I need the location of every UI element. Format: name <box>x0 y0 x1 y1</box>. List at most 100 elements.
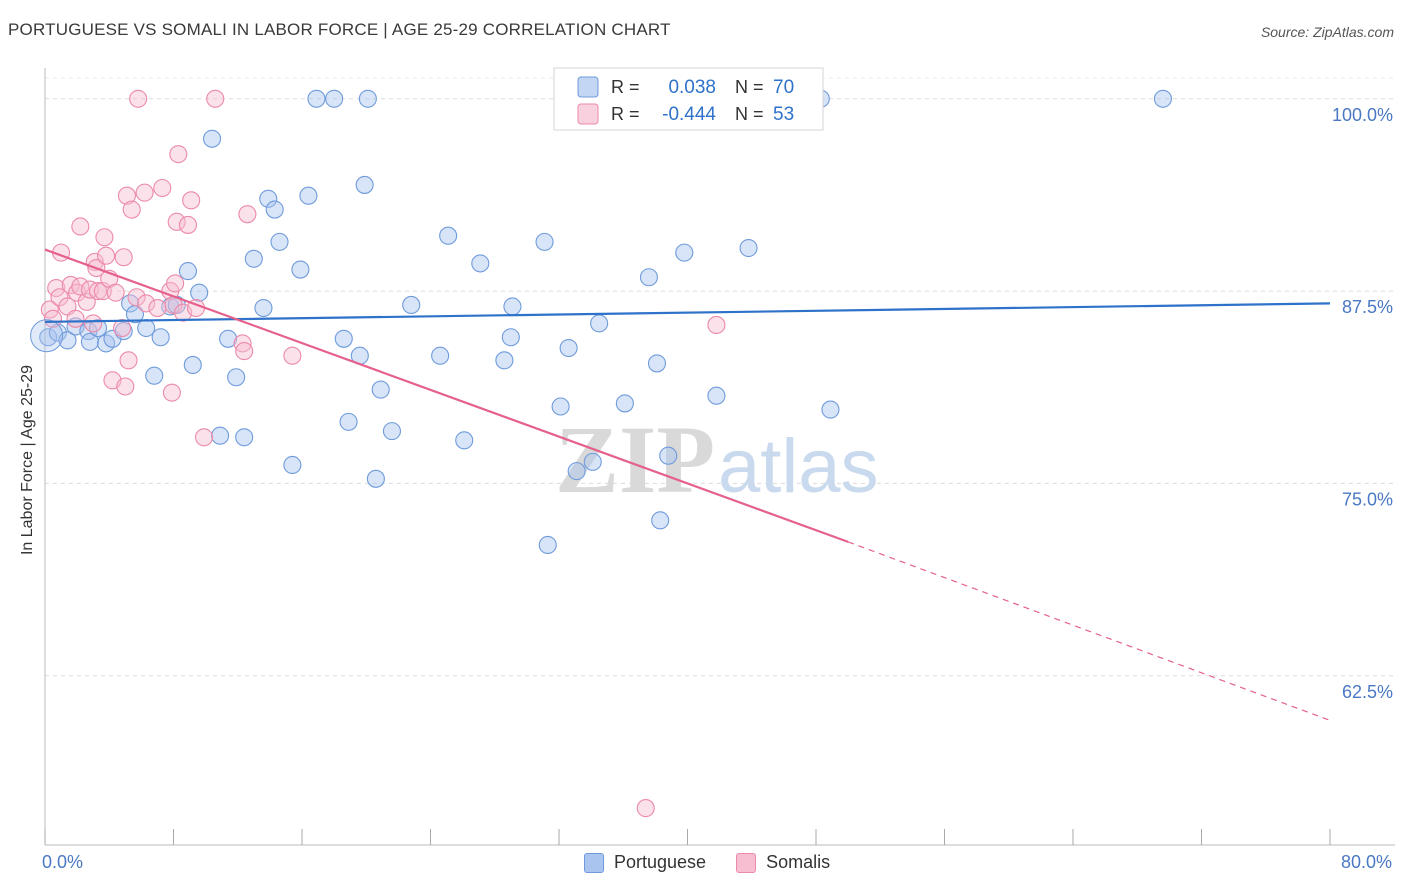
portuguese-point <box>471 254 490 273</box>
somalis-point <box>166 274 185 293</box>
chart-title: PORTUGUESE VS SOMALI IN LABOR FORCE | AG… <box>8 20 671 39</box>
somalis-point <box>707 315 726 334</box>
portuguese-point <box>339 412 358 431</box>
portuguese-point <box>259 189 278 208</box>
legend-top-box <box>553 67 824 131</box>
portuguese-point <box>178 262 198 281</box>
legend-label-portuguese: Portuguese <box>614 852 707 872</box>
watermark-atlas: atlas <box>718 424 879 509</box>
legend-item-portuguese[interactable]: Portuguese <box>584 852 706 873</box>
portuguese-point <box>211 426 230 445</box>
somalis-point <box>135 183 154 202</box>
somalis-point <box>127 288 146 307</box>
watermark-zip: ZIP <box>555 406 715 513</box>
somalis-point <box>71 277 90 296</box>
x-tick-label-min: 0.0% <box>42 852 84 872</box>
portuguese-point <box>371 380 390 399</box>
portuguese-point <box>1153 89 1172 108</box>
y-tick-label: 100.0% <box>1332 105 1393 125</box>
portuguese-point <box>307 89 326 108</box>
somalis-point <box>43 309 63 328</box>
portuguese-point <box>739 238 758 258</box>
portuguese-point <box>503 297 522 316</box>
portuguese-point <box>137 318 156 338</box>
legend-swatch-portuguese <box>584 852 604 873</box>
somalis-point <box>66 309 85 328</box>
legend-swatch-somalis <box>736 852 757 873</box>
y-tick-label: 87.5% <box>1342 297 1393 317</box>
y-tick-label: 75.0% <box>1342 489 1393 509</box>
somalis-point <box>114 248 133 267</box>
portuguese-point <box>58 331 77 350</box>
portuguese-point <box>190 283 209 302</box>
somalis-point <box>95 228 114 247</box>
somalis-point <box>117 186 136 205</box>
portuguese-point <box>402 295 421 314</box>
legend-item-somalis[interactable]: Somalis <box>736 852 830 873</box>
portuguese-point <box>283 455 302 475</box>
somalis-point <box>96 246 116 265</box>
portuguese-point-large <box>30 319 64 353</box>
portuguese-point <box>39 328 58 347</box>
somalis-point <box>148 298 167 318</box>
somalis-point <box>206 89 225 108</box>
portuguese-point <box>325 89 344 108</box>
somalis-point <box>283 346 302 365</box>
portuguese-point <box>590 314 609 333</box>
portuguese-point <box>675 243 694 262</box>
portuguese-point <box>535 232 554 251</box>
somalis-point <box>71 217 90 236</box>
portuguese-point <box>501 328 520 347</box>
somalis-point <box>153 178 172 198</box>
somalis-point <box>113 318 132 338</box>
portuguese-point <box>659 446 678 465</box>
somalis-point <box>106 283 125 302</box>
legend-n-label: N = <box>735 77 764 97</box>
somalis-trend-line <box>44 248 849 543</box>
portuguese-point <box>291 260 310 279</box>
legend-r-value: 0.038 <box>668 77 716 98</box>
somalis-point <box>88 282 108 301</box>
portuguese-point <box>821 400 840 419</box>
legend-label-somalis: Somalis <box>766 852 831 872</box>
portuguese-point <box>235 428 254 447</box>
portuguese-point <box>583 452 602 471</box>
legend-r-label: R = <box>611 77 640 97</box>
portuguese-point <box>355 175 374 194</box>
portuguese-point <box>639 268 659 287</box>
portuguese-point <box>647 354 667 373</box>
portuguese-point <box>538 535 557 555</box>
portuguese-point <box>651 511 670 530</box>
somalis-point <box>122 200 141 219</box>
legend-top-swatch <box>577 103 599 125</box>
portuguese-point <box>270 232 289 251</box>
portuguese-point <box>203 129 222 148</box>
x-tick-label-max: 80.0% <box>1340 852 1392 872</box>
legend-r-label: R = <box>611 104 640 124</box>
portuguese-point <box>254 298 273 318</box>
source-label: Source: ZipAtlas.com <box>1260 24 1394 40</box>
portuguese-point <box>80 332 100 351</box>
portuguese-trend-line <box>44 302 1331 323</box>
somalis-trend-line-extension <box>847 541 1331 721</box>
portuguese-point <box>114 322 133 341</box>
legend-n-value: 70 <box>773 77 794 98</box>
portuguese-point <box>455 431 474 450</box>
somalis-point <box>129 89 148 108</box>
portuguese-point <box>151 328 170 347</box>
portuguese-point <box>559 338 578 358</box>
somalis-point <box>194 428 214 447</box>
portuguese-point <box>219 329 238 348</box>
portuguese-point <box>495 351 514 370</box>
portuguese-point <box>366 469 385 488</box>
portuguese-point <box>183 355 202 375</box>
axes <box>44 68 1395 846</box>
legend-top-swatch <box>577 76 599 98</box>
portuguese-point <box>707 386 726 405</box>
portuguese-point <box>265 200 284 219</box>
somalis-point <box>84 314 103 333</box>
portuguese-point <box>96 334 116 353</box>
somalis-point <box>137 294 156 313</box>
gridlines <box>45 77 1395 677</box>
y-tick-label: 62.5% <box>1342 682 1393 702</box>
